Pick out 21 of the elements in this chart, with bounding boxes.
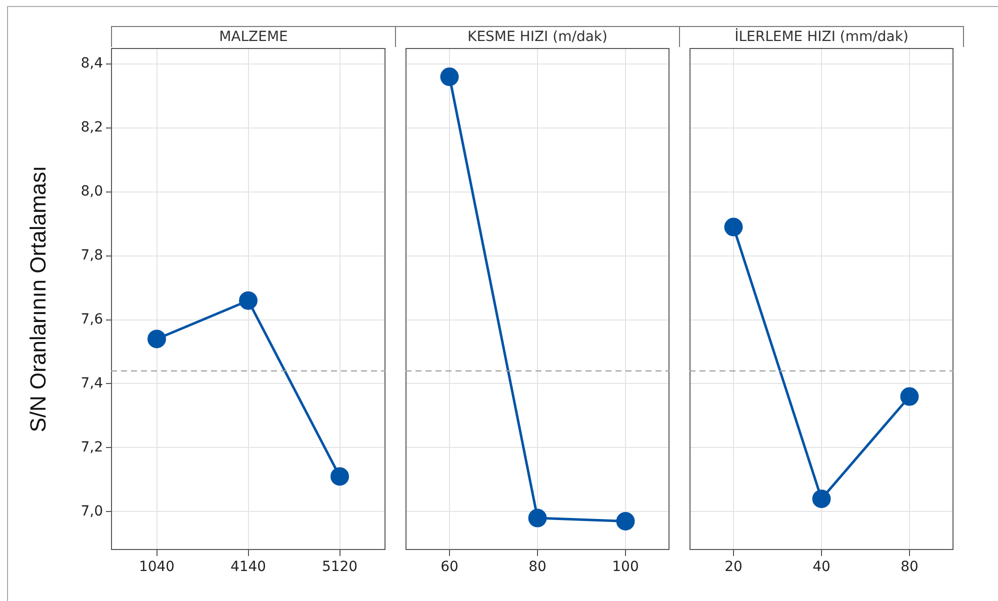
y-tick-label: 7,0 <box>80 503 103 520</box>
y-tick-label: 8,4 <box>80 56 104 72</box>
x-tick-label: 20 <box>724 559 742 576</box>
y-tick-label: 7,6 <box>80 311 104 328</box>
x-tick-label: 60 <box>440 559 458 576</box>
y-tick-label: 8,2 <box>80 120 103 136</box>
y-tick-label: 7,2 <box>80 439 103 456</box>
chart-title: KESME HIZI (m/dak) <box>395 26 680 47</box>
x-tick-label: 40 <box>812 559 830 576</box>
y-tick-label: 7,4 <box>80 375 104 392</box>
x-tick-label: 1040 <box>138 559 175 576</box>
x-tick-label: 5120 <box>322 559 358 576</box>
x-tick-label: 80 <box>528 559 546 576</box>
x-tick-label: 100 <box>612 559 639 576</box>
chart-title: MALZEME <box>111 26 396 47</box>
chart-title: İLERLEME HIZI (mm/dak) <box>679 26 964 47</box>
y-tick-label: 7,8 <box>80 247 103 264</box>
y-tick-label: 8,0 <box>80 184 103 200</box>
x-tick-label: 80 <box>900 559 918 576</box>
y-axis-title: S/N Oranlarının Ortalaması <box>25 166 50 432</box>
x-tick-label: 4140 <box>230 559 266 576</box>
